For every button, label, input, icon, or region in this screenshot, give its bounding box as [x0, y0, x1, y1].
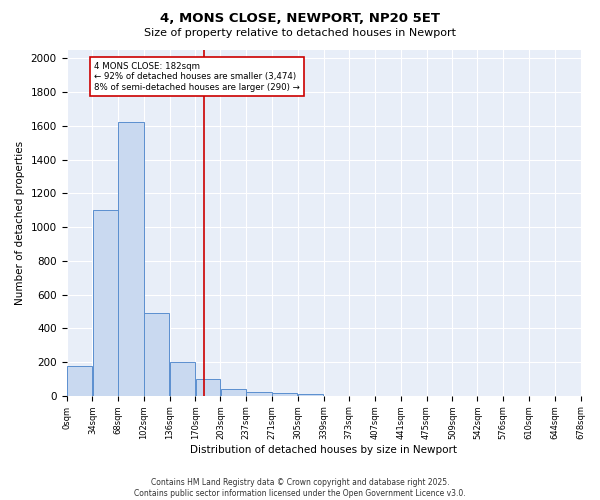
Text: Contains HM Land Registry data © Crown copyright and database right 2025.
Contai: Contains HM Land Registry data © Crown c… — [134, 478, 466, 498]
Bar — [118, 122, 143, 396]
X-axis label: Distribution of detached houses by size in Newport: Distribution of detached houses by size … — [190, 445, 457, 455]
Text: 4 MONS CLOSE: 182sqm
← 92% of detached houses are smaller (3,474)
8% of semi-det: 4 MONS CLOSE: 182sqm ← 92% of detached h… — [94, 62, 299, 92]
Bar — [298, 394, 323, 396]
Text: Size of property relative to detached houses in Newport: Size of property relative to detached ho… — [144, 28, 456, 38]
Y-axis label: Number of detached properties: Number of detached properties — [15, 141, 25, 305]
Bar — [92, 210, 118, 396]
Bar — [272, 393, 298, 396]
Bar — [67, 366, 92, 396]
Bar — [144, 313, 169, 396]
Text: 4, MONS CLOSE, NEWPORT, NP20 5ET: 4, MONS CLOSE, NEWPORT, NP20 5ET — [160, 12, 440, 26]
Bar — [196, 379, 220, 396]
Bar — [221, 389, 246, 396]
Bar — [170, 362, 195, 396]
Bar — [247, 392, 272, 396]
